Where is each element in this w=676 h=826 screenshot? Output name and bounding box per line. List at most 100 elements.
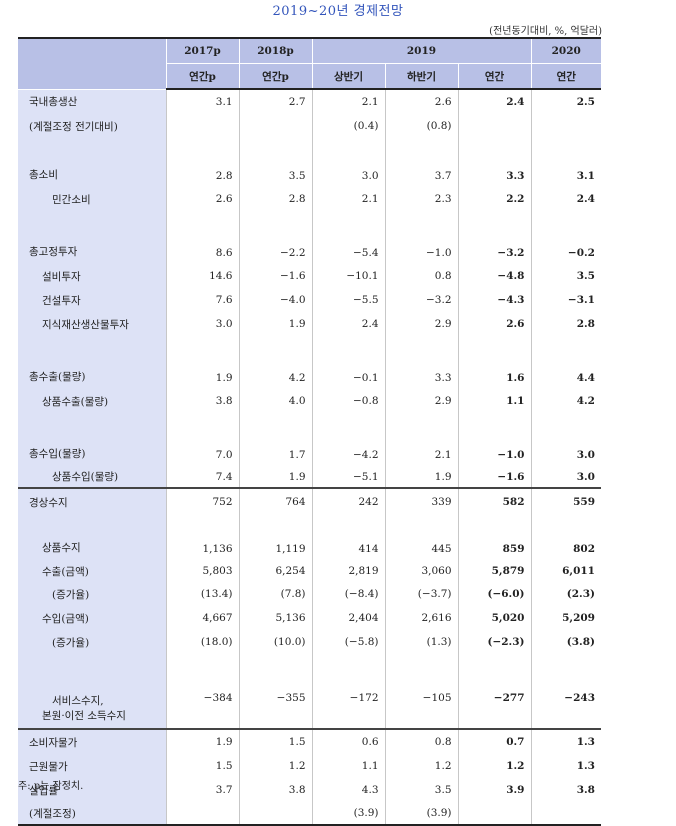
row-label: 상품수입(물량) xyxy=(18,466,166,488)
row-label-text: 국내총생산 xyxy=(29,96,78,109)
row-label-text: 본원·이전 소득수지 xyxy=(42,710,126,722)
table-cell: 4.4 xyxy=(530,336,601,389)
table-cell: −0.8 xyxy=(311,389,385,413)
table-cell: 2.6 xyxy=(457,312,531,336)
table-cell: 1.9 xyxy=(384,466,458,488)
table-row: 수출(금액) 5,803 6,254 2,819 3,060 5,879 6,011 xyxy=(18,560,601,582)
row-label: 건설투자 xyxy=(18,288,166,312)
table-cell: −105 xyxy=(384,654,458,729)
table-cell: 1.9 xyxy=(238,312,312,336)
table-cell: (3.8) xyxy=(530,630,601,654)
table-cell: 3.7 xyxy=(384,138,458,187)
year-header: 2020 xyxy=(530,37,601,64)
table-cell: (0.4) xyxy=(311,114,385,138)
table-cell: 3.7 xyxy=(165,778,239,802)
table-cell: −243 xyxy=(530,654,601,729)
row-label: (증가율) xyxy=(18,630,166,654)
table-cell: 2.4 xyxy=(530,187,601,211)
forecast-table: 2017p 2018p 2019 2020 연간p 연간p 상반기 하반기 연간… xyxy=(18,37,601,826)
table-cell: (−8.4) xyxy=(311,582,385,606)
table-row: 경상수지 752 764 242 339 582 559 xyxy=(18,487,601,515)
table-cell: 2.6 xyxy=(384,89,458,114)
table-row: 근원물가 1.5 1.2 1.1 1.2 1.2 1.3 xyxy=(18,754,601,778)
table-cell: 2.6 xyxy=(165,187,239,211)
row-label-text: 총수입(물량) xyxy=(29,448,86,460)
row-label-text: 상품수입(물량) xyxy=(52,471,119,483)
table-cell: 6,011 xyxy=(530,560,601,582)
table-cell: 1.3 xyxy=(530,728,601,754)
table-cell: 1.2 xyxy=(238,754,312,778)
table-cell: −3.1 xyxy=(530,288,601,312)
table-cell: −5.1 xyxy=(311,466,385,488)
table-row: 민간소비 2.6 2.8 2.1 2.3 2.2 2.4 xyxy=(18,187,601,211)
table-cell: 3.1 xyxy=(530,138,601,187)
period-header: 상반기 xyxy=(311,63,385,90)
row-label-text: 상품수지 xyxy=(42,542,81,554)
table-cell: −172 xyxy=(311,654,385,729)
table-cell: 242 xyxy=(311,487,385,515)
table-row: 실업률 3.7 3.8 4.3 3.5 3.9 3.8 xyxy=(18,778,601,802)
table-cell: 3.0 xyxy=(165,312,239,336)
table-cell xyxy=(238,802,312,826)
table-cell: 5,136 xyxy=(238,606,312,630)
table-cell: −0.2 xyxy=(530,211,601,264)
table-cell xyxy=(530,802,601,826)
table-cell: (−6.0) xyxy=(457,582,531,606)
table-cell: 1.7 xyxy=(238,413,312,466)
table-row: (계절조정 전기대비) (0.4) (0.8) xyxy=(18,114,601,138)
period-header: 연간p xyxy=(165,63,239,90)
table-cell xyxy=(457,802,531,826)
footnote: 주: p는 잠정치. xyxy=(18,781,84,792)
table-cell: −3.2 xyxy=(384,288,458,312)
table-cell: 2.9 xyxy=(384,389,458,413)
table-cell: 3.3 xyxy=(457,138,531,187)
table-cell xyxy=(165,114,239,138)
row-label: 상품수지 xyxy=(18,515,166,560)
year-header: 2017p xyxy=(165,37,239,64)
row-label: 설비투자 xyxy=(18,264,166,288)
table-body: 국내총생산 3.1 2.7 2.1 2.6 2.4 2.5 (계절조정 전기대비) (0.4)(… xyxy=(18,89,601,826)
table-cell: 5,803 xyxy=(165,560,239,582)
table-cell: 3.5 xyxy=(530,264,601,288)
table-cell: 7.4 xyxy=(165,466,239,488)
table-cell: −5.4 xyxy=(311,211,385,264)
row-label: (증가율) xyxy=(18,582,166,606)
row-label: 민간소비 xyxy=(18,187,166,211)
row-label-text: (증가율) xyxy=(52,636,90,649)
row-label: 근원물가 xyxy=(18,754,166,778)
table-cell: 764 xyxy=(238,487,312,515)
table-cell: 0.7 xyxy=(457,728,531,754)
table-cell: 3.0 xyxy=(530,413,601,466)
table-cell: 0.8 xyxy=(384,264,458,288)
table-cell: 802 xyxy=(530,515,601,560)
table-cell: 1.1 xyxy=(311,754,385,778)
table-cell: 3.3 xyxy=(384,336,458,389)
table-cell: 5,020 xyxy=(457,606,531,630)
row-label: 총고정투자 xyxy=(18,211,166,264)
table-cell: 7.0 xyxy=(165,413,239,466)
row-label-text: 총고정투자 xyxy=(29,246,78,258)
table-cell: −4.3 xyxy=(457,288,531,312)
table-cell: 752 xyxy=(165,487,239,515)
year-header: 2019 xyxy=(311,37,531,64)
table-row: 총수입(물량) 7.0 1.7 −4.2 2.1 −1.0 3.0 xyxy=(18,413,601,466)
table-cell: 2.5 xyxy=(530,89,601,114)
table-cell: 3.9 xyxy=(457,778,531,802)
table-cell: −1.0 xyxy=(457,413,531,466)
table-row: 총소비 2.8 3.5 3.0 3.7 3.3 3.1 xyxy=(18,138,601,187)
table-cell: 3.0 xyxy=(530,466,601,488)
table-cell: −384 xyxy=(165,654,239,729)
table-cell: 3.1 xyxy=(165,89,239,114)
row-label: 상품수출(물량) xyxy=(18,389,166,413)
table-cell: (−5.8) xyxy=(311,630,385,654)
table-cell: 339 xyxy=(384,487,458,515)
table-row: 총수출(물량) 1.9 4.2 −0.1 3.3 1.6 4.4 xyxy=(18,336,601,389)
table-row: (계절조정) (3.9) (3.9) xyxy=(18,802,601,826)
row-label-text: (계절조정 전기대비) xyxy=(29,120,118,133)
table-cell: (−2.3) xyxy=(457,630,531,654)
table-cell: 1.5 xyxy=(238,728,312,754)
row-label-text: 서비스수지, xyxy=(52,695,104,707)
table-cell: 1.2 xyxy=(457,754,531,778)
row-label-text: 근원물가 xyxy=(29,760,68,773)
table-row: 상품수출(물량) 3.8 4.0 −0.8 2.9 1.1 4.2 xyxy=(18,389,601,413)
